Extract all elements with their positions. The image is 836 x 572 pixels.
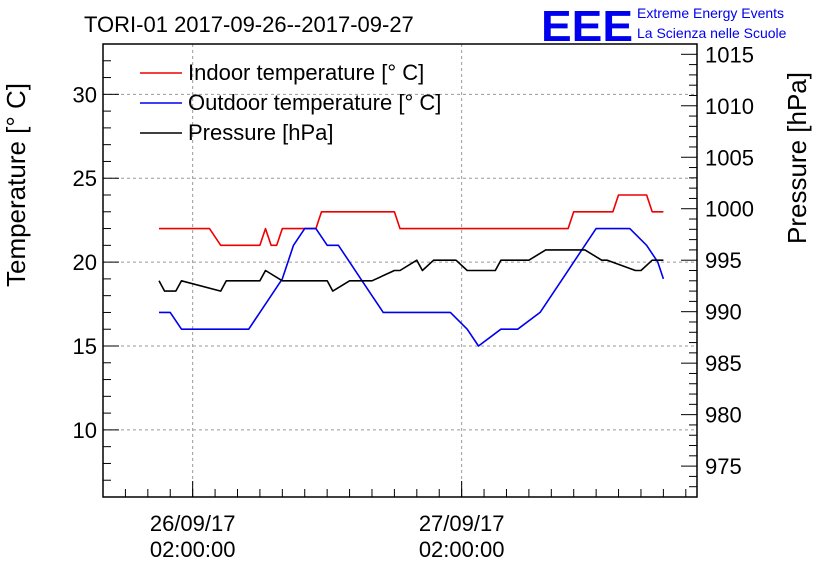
legend-label-1: Indoor temperature [° C] [188, 60, 424, 85]
x-tick-label-date: 26/09/17 [150, 511, 236, 536]
y-axis-label: Temperature [° C] [1, 83, 31, 287]
y2-tick-label: 1005 [705, 145, 754, 170]
series-line-3 [159, 250, 663, 291]
logo-line-2: La Scienza nelle Scuole [637, 25, 787, 41]
series-line-2 [159, 229, 663, 346]
tick-labels: 1015202530975980985990995100010051010101… [73, 42, 754, 562]
logo-letters: EEE [541, 2, 633, 51]
y2-tick-label: 995 [705, 248, 742, 273]
y2-tick-label: 1010 [705, 94, 754, 119]
y2-axis-label: Pressure [hPa] [782, 72, 812, 244]
chart-title: TORI-01 2017-09-26--2017-09-27 [84, 12, 414, 37]
legend-label-2: Outdoor temperature [° C] [188, 90, 441, 115]
legend-label-3: Pressure [hPa] [188, 120, 334, 145]
y2-tick-label: 1000 [705, 197, 754, 222]
legend: Indoor temperature [° C] Outdoor temperat… [140, 60, 441, 145]
logo-line-1: Extreme Energy Events [637, 5, 784, 21]
x-tick-label-time: 02:00:00 [419, 537, 505, 562]
y-tick-label: 25 [73, 166, 97, 191]
y2-tick-label: 1015 [705, 42, 754, 67]
y2-tick-label: 990 [705, 300, 742, 325]
y-tick-label: 30 [73, 82, 97, 107]
y-tick-label: 10 [73, 418, 97, 443]
y2-tick-label: 980 [705, 403, 742, 428]
y2-tick-label: 985 [705, 351, 742, 376]
y-tick-label: 20 [73, 250, 97, 275]
x-tick-label-date: 27/09/17 [419, 511, 505, 536]
y2-tick-label: 975 [705, 454, 742, 479]
series-line-1 [159, 195, 663, 245]
x-tick-label-time: 02:00:00 [150, 537, 236, 562]
y-tick-label: 15 [73, 334, 97, 359]
series-lines [159, 195, 663, 346]
